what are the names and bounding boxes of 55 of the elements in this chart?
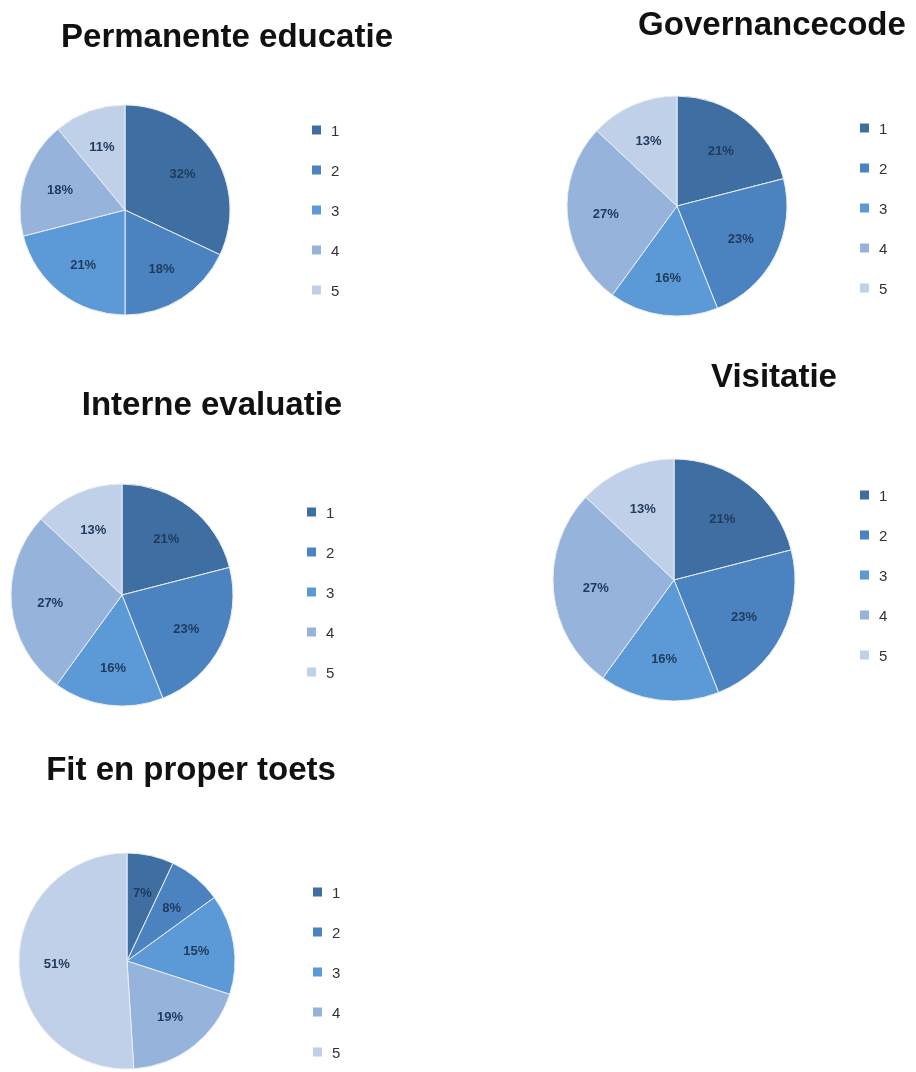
data-label: 27% xyxy=(37,594,64,610)
data-label: 23% xyxy=(173,620,200,636)
legend-label: 5 xyxy=(331,281,340,299)
legend-label: 4 xyxy=(326,623,335,641)
legend-label: 4 xyxy=(879,239,888,257)
legend-label: 3 xyxy=(879,199,888,217)
legend-label: 2 xyxy=(326,543,335,561)
data-label: 21% xyxy=(709,510,736,526)
data-label: 19% xyxy=(157,1008,184,1024)
legend-label: 1 xyxy=(879,486,888,504)
data-label: 7% xyxy=(132,884,153,900)
data-label: 13% xyxy=(80,521,107,537)
legend-label: 5 xyxy=(879,279,888,297)
legend-label: 1 xyxy=(326,503,335,521)
legend-label: 2 xyxy=(332,923,341,941)
data-label: 27% xyxy=(582,579,610,595)
legend-label: 1 xyxy=(331,121,340,139)
data-label: 8% xyxy=(162,899,182,915)
legend-label: 2 xyxy=(879,159,888,177)
chart-title: Permanente educatie xyxy=(61,17,393,54)
data-label: 23% xyxy=(731,608,758,624)
legend-label: 4 xyxy=(332,1003,341,1021)
data-label: 21% xyxy=(707,142,735,157)
legend-label: 4 xyxy=(879,606,888,624)
legend-label: 3 xyxy=(332,963,341,981)
legend-label: 5 xyxy=(326,663,335,681)
chart-title: Interne evaluatie xyxy=(81,385,343,422)
data-label: 32% xyxy=(169,165,197,181)
data-label: 27% xyxy=(592,205,620,221)
data-label: 15% xyxy=(183,942,210,958)
legend-label: 4 xyxy=(331,241,340,259)
legend-label: 1 xyxy=(879,119,888,137)
legend-label: 2 xyxy=(331,161,340,179)
chart-title: Visitatie xyxy=(711,357,837,394)
data-label: 13% xyxy=(629,500,657,516)
data-label: 21% xyxy=(70,256,97,272)
data-label: 51% xyxy=(43,955,71,971)
data-label: 13% xyxy=(635,132,663,148)
data-label: 16% xyxy=(99,659,127,675)
chart-title: Governancecode xyxy=(638,5,906,42)
legend-label: 2 xyxy=(879,526,888,544)
data-label: 18% xyxy=(148,260,176,276)
legend-label: 3 xyxy=(879,566,888,584)
data-label: 16% xyxy=(651,650,678,666)
data-label: 16% xyxy=(655,269,682,285)
data-label: 23% xyxy=(727,230,755,246)
legend-label: 1 xyxy=(332,883,341,901)
data-label: 18% xyxy=(47,181,74,197)
legend-label: 3 xyxy=(331,201,340,219)
chart-title: Fit en proper toets xyxy=(46,750,336,787)
data-label: 21% xyxy=(153,530,180,546)
legend-label: 3 xyxy=(326,583,335,601)
legend-label: 5 xyxy=(332,1043,341,1061)
legend-label: 5 xyxy=(879,646,888,664)
data-label: 11% xyxy=(89,138,115,154)
